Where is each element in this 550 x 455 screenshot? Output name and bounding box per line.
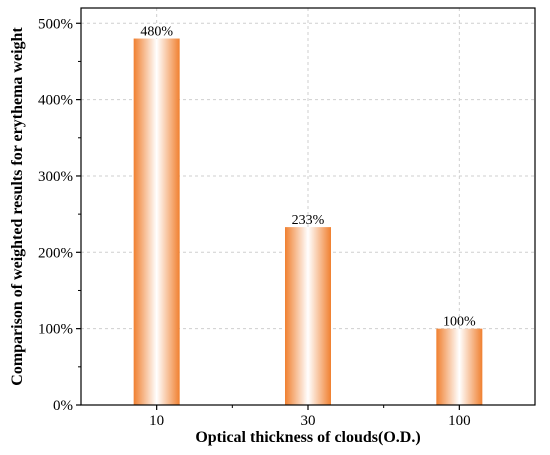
y-axis-title: Comparison of weighted results for eryth… — [9, 27, 26, 386]
y-axis-ticks: 0% 100% 200% 300% 400% 500% — [38, 16, 81, 414]
x-tick-label: 100 — [448, 413, 471, 429]
x-tick-label: 30 — [301, 413, 316, 429]
x-tick-label: 10 — [149, 413, 164, 429]
y-tick-label: 200% — [38, 245, 73, 261]
bar-100 — [436, 328, 483, 405]
bar-30 — [285, 227, 331, 405]
bar-value-label: 480% — [140, 25, 173, 40]
x-axis-title: Optical thickness of clouds(O.D.) — [195, 429, 420, 446]
bar-10 — [133, 38, 180, 406]
y-tick-label: 300% — [38, 169, 73, 185]
bar-value-label: 233% — [292, 213, 325, 228]
y-tick-label: 0% — [53, 398, 73, 414]
y-tick-label: 500% — [38, 16, 73, 32]
x-axis-ticks: 10 30 100 — [149, 405, 471, 429]
bar-value-label: 100% — [443, 315, 476, 330]
bars — [133, 38, 483, 406]
data-labels: 480% 233% 100% — [140, 25, 476, 330]
y-tick-label: 400% — [38, 93, 73, 109]
y-tick-label: 100% — [38, 322, 73, 338]
